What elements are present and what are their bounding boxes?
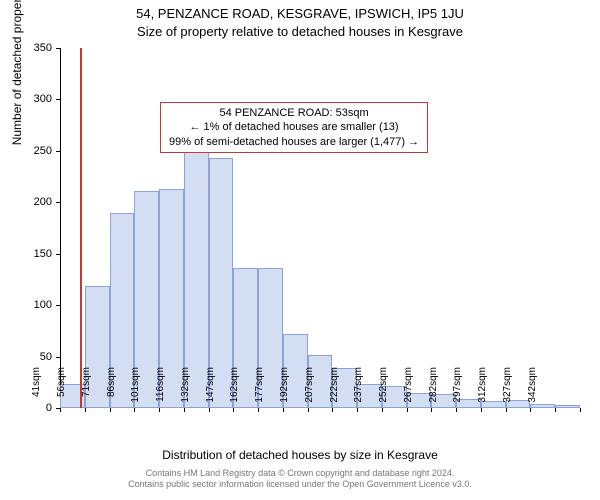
x-tick-label: 41sqm [31,367,42,412]
x-tick-label: 192sqm [279,367,290,412]
x-tick-label: 101sqm [130,367,141,412]
x-tick [580,408,581,412]
x-axis-title: Distribution of detached houses by size … [0,448,600,462]
chart-container: 54, PENZANCE ROAD, KESGRAVE, IPSWICH, IP… [0,0,600,500]
x-tick-label: 297sqm [452,367,463,412]
x-tick-label: 312sqm [477,367,488,412]
marker-line [80,48,82,408]
footer-line-1: Contains HM Land Registry data © Crown c… [0,468,600,479]
x-tick-label: 71sqm [81,367,92,412]
y-tick-label: 300 [22,93,52,105]
x-tick-label: 56sqm [56,367,67,412]
footer: Contains HM Land Registry data © Crown c… [0,468,600,490]
x-tick-label: 116sqm [155,367,166,412]
y-tick-label: 250 [22,145,52,157]
x-tick-label: 342sqm [527,367,538,412]
x-tick-label: 282sqm [428,367,439,412]
x-tick-label: 222sqm [329,367,340,412]
x-tick-label: 177sqm [254,367,265,412]
info-line-3: 99% of semi-detached houses are larger (… [169,135,419,149]
x-tick-label: 252sqm [378,367,389,412]
y-tick-label: 200 [22,196,52,208]
x-tick-label: 207sqm [304,367,315,412]
title-sub: Size of property relative to detached ho… [0,24,600,39]
x-tick-label: 147sqm [205,367,216,412]
x-tick-label: 162sqm [229,367,240,412]
footer-line-2: Contains public sector information licen… [0,479,600,490]
plot-area: 050100150200250300350 41sqm56sqm71sqm86s… [60,48,580,408]
title-main: 54, PENZANCE ROAD, KESGRAVE, IPSWICH, IP… [0,6,600,21]
info-box: 54 PENZANCE ROAD: 53sqm ← 1% of detached… [160,102,428,153]
y-tick-label: 150 [22,248,52,260]
x-tick-label: 327sqm [502,367,513,412]
info-line-1: 54 PENZANCE ROAD: 53sqm [169,106,419,120]
x-tick-label: 267sqm [403,367,414,412]
x-tick [555,408,556,412]
x-tick-label: 132sqm [180,367,191,412]
y-axis-title: Number of detached properties [10,0,24,145]
info-line-2: ← 1% of detached houses are smaller (13) [169,120,419,134]
y-tick-label: 350 [22,42,52,54]
histogram-bar [555,405,580,408]
x-tick-label: 86sqm [106,367,117,412]
x-tick-label: 237sqm [353,367,364,412]
y-tick-label: 100 [22,299,52,311]
y-tick-label: 50 [22,351,52,363]
